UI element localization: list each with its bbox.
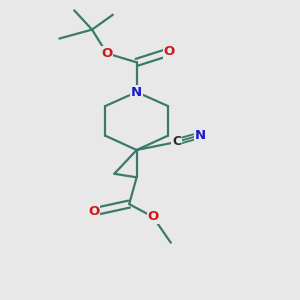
Text: N: N bbox=[131, 85, 142, 98]
Text: O: O bbox=[164, 45, 175, 58]
Text: O: O bbox=[147, 210, 159, 224]
Text: N: N bbox=[194, 129, 206, 142]
Text: C: C bbox=[172, 135, 181, 148]
Text: O: O bbox=[88, 205, 99, 218]
Text: O: O bbox=[101, 47, 112, 60]
